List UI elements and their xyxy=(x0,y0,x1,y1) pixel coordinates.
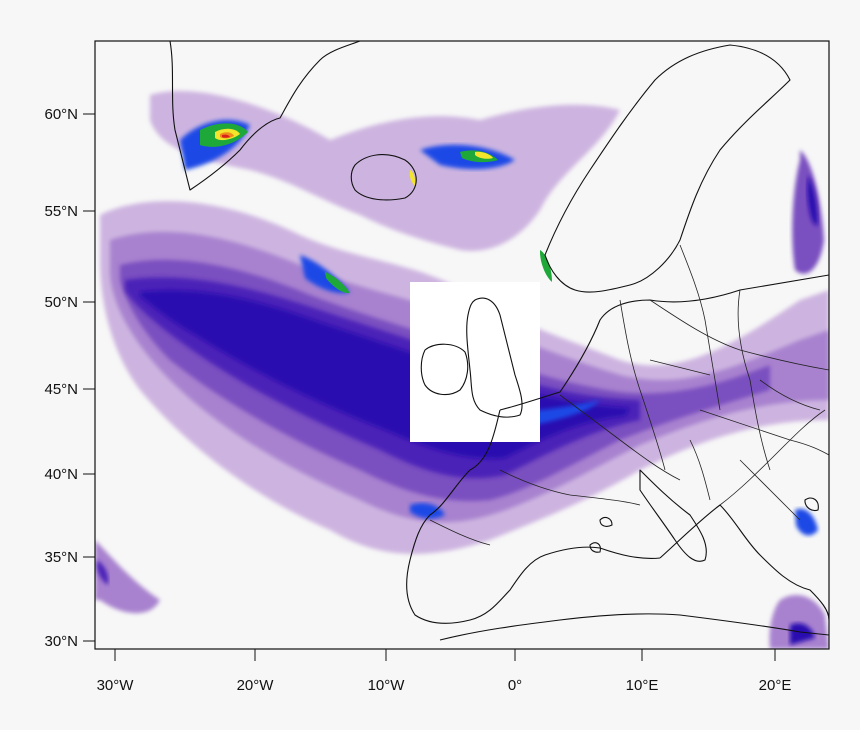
lon-tick-label: 10°E xyxy=(626,677,659,694)
lon-tick-label: 0° xyxy=(508,677,522,694)
lon-tick-label: 30°W xyxy=(97,677,135,694)
precip-southeast-core xyxy=(790,623,815,645)
lon-tick-label: 20°W xyxy=(237,677,275,694)
precip-core-blue-5 xyxy=(795,508,818,536)
precip-core-green-3 xyxy=(540,250,552,282)
coastlines xyxy=(169,41,829,641)
longitude-axis: 30°W 20°W 10°W 0° 10°E 20°E xyxy=(97,649,792,694)
precip-east-band xyxy=(792,150,824,274)
lat-tick-label: 30°N xyxy=(44,633,78,650)
masked-domain-box xyxy=(410,282,540,442)
precip-core-blue-4 xyxy=(410,503,445,519)
lon-tick-label: 10°W xyxy=(368,677,406,694)
lat-tick-label: 45°N xyxy=(44,381,78,398)
precip-core-yellow-1 xyxy=(475,151,493,159)
country-borders xyxy=(429,244,829,546)
lat-tick-label: 50°N xyxy=(44,294,78,311)
precip-southwest-core xyxy=(96,560,109,585)
precip-east-band-core xyxy=(807,175,818,226)
lon-tick-label: 20°E xyxy=(759,677,792,694)
lat-tick-label: 35°N xyxy=(44,549,78,566)
precip-north-swirl xyxy=(150,91,620,251)
precipitation-field xyxy=(95,41,829,649)
latitude-axis: 30°N 35°N 40°N 45°N 50°N 55°N 60°N xyxy=(44,106,95,650)
precip-southwest xyxy=(95,540,160,614)
precip-core-red-1 xyxy=(222,134,230,138)
lat-tick-label: 40°N xyxy=(44,466,78,483)
plot-frame xyxy=(94,40,830,650)
precip-core-yellow-3 xyxy=(409,170,416,186)
lat-tick-label: 55°N xyxy=(44,203,78,220)
precip-core-green-1 xyxy=(325,272,350,294)
lat-tick-label: 60°N xyxy=(44,106,78,123)
